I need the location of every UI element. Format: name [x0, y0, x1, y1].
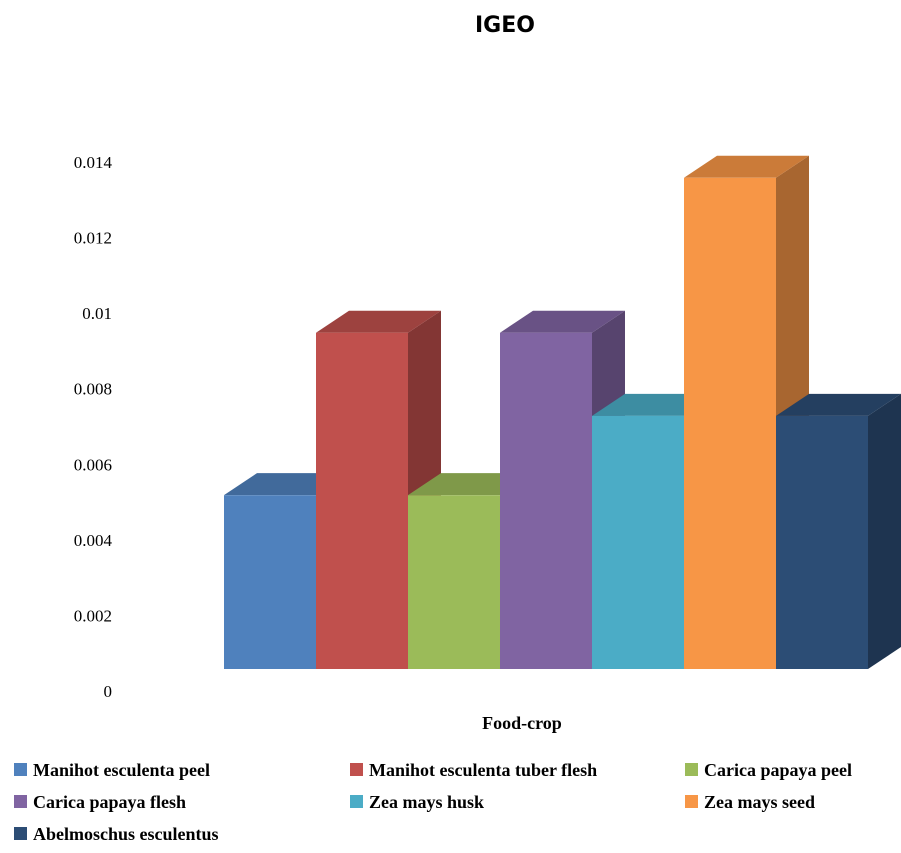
y-tick-label: 0.002 [74, 606, 112, 625]
legend-label: Zea mays husk [369, 792, 484, 812]
bar-top [500, 310, 625, 333]
legend-label: Carica papaya peel [704, 760, 852, 780]
legend-item: Manihot esculenta tuber flesh [350, 760, 597, 780]
legend-label: Manihot esculenta peel [33, 760, 210, 780]
legend-swatch [685, 795, 698, 808]
legend-item: Zea mays seed [685, 792, 815, 812]
legend-swatch [350, 795, 363, 808]
y-tick-label: 0.014 [74, 153, 113, 172]
legend: Manihot esculenta peel Manihot esculenta … [14, 760, 852, 844]
legend-swatch [14, 795, 27, 808]
bar-top [776, 393, 901, 416]
y-tick-label: 0.008 [74, 380, 112, 399]
y-axis-ticks: 0 0.002 0.004 0.006 0.008 0.01 0.012 0.014 [74, 153, 113, 701]
bar-front [776, 415, 868, 669]
legend-label: Manihot esculenta tuber flesh [369, 760, 597, 780]
legend-item: Carica papaya peel [685, 760, 852, 780]
legend-item: Carica papaya flesh [14, 792, 186, 812]
bar-front [224, 495, 316, 669]
x-axis-label: Food-crop [482, 713, 562, 733]
legend-swatch [685, 763, 698, 776]
y-tick-label: 0.012 [74, 229, 112, 248]
legend-item: Zea mays husk [350, 792, 484, 812]
bar-front [592, 415, 684, 669]
y-tick-label: 0 [104, 682, 113, 701]
bar-top [316, 310, 441, 333]
bar-side [868, 393, 901, 669]
y-tick-label: 0.004 [74, 531, 113, 550]
bar-front [684, 177, 776, 670]
legend-swatch [14, 827, 27, 840]
legend-label: Carica papaya flesh [33, 792, 186, 812]
bar-front [408, 495, 500, 669]
chart-title: IGEO [475, 13, 535, 38]
legend-label: Abelmoschus esculentus [33, 824, 219, 844]
legend-swatch [350, 763, 363, 776]
bar-top [684, 155, 809, 178]
bar-front [316, 332, 408, 669]
legend-label: Zea mays seed [704, 792, 815, 812]
bar-front [500, 332, 592, 669]
legend-item: Abelmoschus esculentus [14, 824, 219, 844]
y-tick-label: 0.006 [74, 455, 112, 474]
legend-swatch [14, 763, 27, 776]
bars [224, 155, 901, 670]
y-tick-label: 0.01 [82, 304, 112, 323]
bar [776, 393, 901, 669]
legend-item: Manihot esculenta peel [14, 760, 210, 780]
